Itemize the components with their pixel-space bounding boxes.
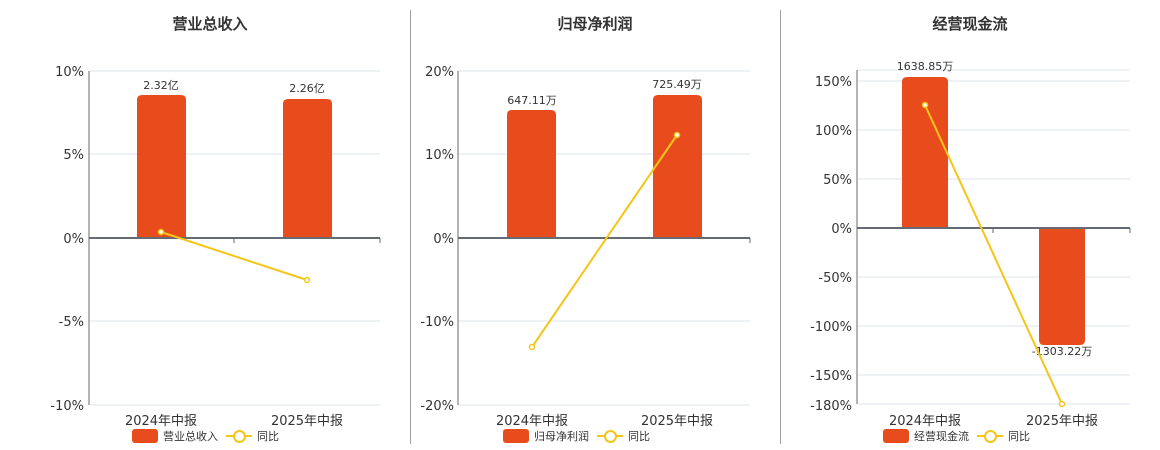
legend-bar-swatch[interactable] <box>883 429 909 443</box>
x-tick: 2024年中报 <box>889 414 961 429</box>
y-tick: 50% <box>823 173 852 188</box>
panel-divider <box>410 10 411 444</box>
chart-title: 经营现金流 <box>932 15 1008 33</box>
legend-line-label[interactable]: 同比 <box>257 430 279 443</box>
y-tick: 0% <box>831 222 852 237</box>
y-tick: 10% <box>55 65 84 80</box>
chart-panel-revenue: 营业总收入 10% 5% 0% -5% -10% 2.32亿 2.26亿 202… <box>0 0 410 450</box>
bar-value-label: 725.49万 <box>652 78 702 91</box>
x-tick: 2024年中报 <box>496 414 568 429</box>
legend-line-icon[interactable] <box>226 429 252 443</box>
y-tick: -5% <box>59 315 84 330</box>
legend-line-label[interactable]: 同比 <box>628 430 650 443</box>
legend: 归母净利润 同比 <box>503 428 650 444</box>
y-tick: 150% <box>815 75 852 90</box>
legend-bar-label[interactable]: 营业总收入 <box>163 430 218 443</box>
panel-divider <box>780 10 781 444</box>
y-tick: -50% <box>818 271 852 286</box>
y-tick: -180% <box>810 399 852 414</box>
y-tick: -10% <box>50 399 84 414</box>
x-tick: 2025年中报 <box>641 414 713 429</box>
legend: 经营现金流 同比 <box>883 428 1030 444</box>
y-tick: -100% <box>810 320 852 335</box>
gridlines <box>89 70 380 406</box>
yoy-point[interactable] <box>673 131 681 139</box>
y-tick: 10% <box>425 148 454 163</box>
bar-value-label: 647.11万 <box>507 94 557 107</box>
y-tick-labels: 20% 10% 0% -10% -20% <box>420 65 454 414</box>
y-tick: 20% <box>425 65 454 80</box>
yoy-point[interactable] <box>1058 400 1066 408</box>
legend-line-icon[interactable] <box>977 429 1003 443</box>
x-tick: 2025年中报 <box>271 414 343 429</box>
legend-bar-swatch[interactable] <box>132 429 158 443</box>
y-tick: 0% <box>433 232 454 247</box>
chart-title: 归母净利润 <box>557 15 633 33</box>
bar-2024[interactable] <box>507 110 556 238</box>
legend-bar-label[interactable]: 归母净利润 <box>534 430 589 443</box>
chart-plot: 20% 10% 0% -10% -20% 647.11万 725.49万 202… <box>420 65 751 429</box>
yoy-point[interactable] <box>303 276 311 284</box>
bar-value-label: 1638.85万 <box>897 60 954 73</box>
y-tick-labels: 150% 100% 50% 0% -50% -100% -150% -180% <box>810 75 852 414</box>
y-tick: -20% <box>420 399 454 414</box>
y-tick: 0% <box>63 232 84 247</box>
gridlines <box>458 70 750 406</box>
x-tick: 2025年中报 <box>1026 414 1098 429</box>
chart-panel-net-profit: 归母净利润 20% 10% 0% -10% -20% 647.11万 725.4… <box>420 15 751 444</box>
y-tick: 100% <box>815 124 852 139</box>
y-tick: -10% <box>420 315 454 330</box>
yoy-line <box>924 104 1063 405</box>
chart-plot: 10% 5% 0% -5% -10% 2.32亿 2.26亿 2024年中报 2… <box>50 65 381 429</box>
legend: 营业总收入 同比 <box>132 428 279 444</box>
yoy-point[interactable] <box>921 101 929 109</box>
x-tick: 2024年中报 <box>125 414 197 429</box>
gridlines <box>857 69 1130 405</box>
legend-bar-swatch[interactable] <box>503 429 529 443</box>
bar-2025[interactable] <box>1039 228 1085 345</box>
yoy-line <box>160 231 308 281</box>
legend-line-icon[interactable] <box>597 429 623 443</box>
bar-2024[interactable] <box>137 95 186 238</box>
y-tick: 5% <box>63 148 84 163</box>
yoy-line <box>531 134 678 348</box>
bar-2025[interactable] <box>283 99 332 238</box>
chart-title: 营业总收入 <box>172 15 248 33</box>
legend-line-label[interactable]: 同比 <box>1008 430 1030 443</box>
bar-2024[interactable] <box>902 77 948 228</box>
y-tick: -150% <box>810 369 852 384</box>
yoy-point[interactable] <box>528 343 536 351</box>
legend-bar-label[interactable]: 经营现金流 <box>914 430 969 443</box>
y-tick-labels: 10% 5% 0% -5% -10% <box>50 65 84 414</box>
bar-value-label: 2.26亿 <box>289 82 325 95</box>
bar-value-label: -1303.22万 <box>1032 345 1092 358</box>
yoy-point[interactable] <box>157 228 165 236</box>
bar-2025[interactable] <box>653 95 702 238</box>
bar-value-label: 2.32亿 <box>143 79 179 92</box>
